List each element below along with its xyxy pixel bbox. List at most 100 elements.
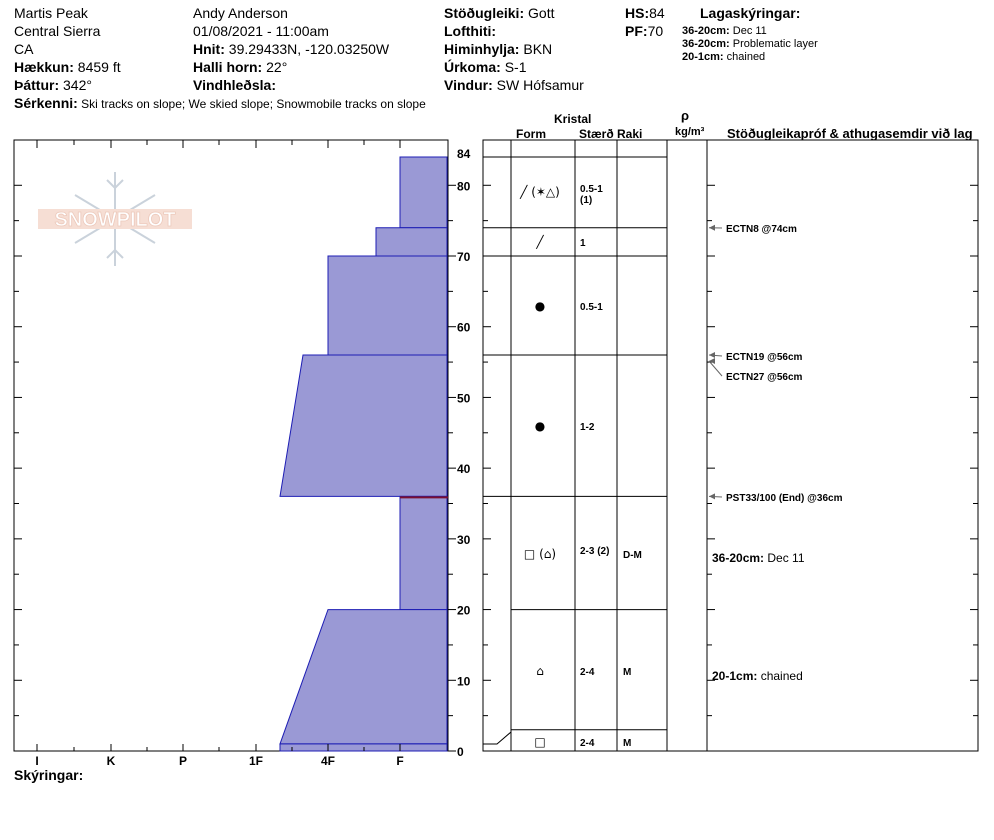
elevation-value: 8459 ft [77,59,121,75]
stability-test: ECTN8 @74cm [726,224,797,235]
crystal-header: Kristal [554,112,592,126]
moisture-header: Raki [617,127,643,141]
hardness-plot-frame [13,139,449,752]
depth-tick-label: 30 [457,533,471,547]
hardness-tick-label: I [35,754,38,768]
air-temp-row: Lofthiti: [444,22,496,40]
state-name: CA [14,41,34,57]
layer-comment: 20-1cm: chained [712,669,803,683]
grain-form-symbol: □ (⌂) [524,547,556,561]
features-value: Ski tracks on slope; We skied slope; Sno… [81,97,426,111]
grain-form-symbol: □ [534,735,545,749]
aspect-label: Þáttur: [14,77,60,93]
aspect-value: 342° [63,77,92,93]
grain-form-symbol: ╱ (✶△) [519,184,560,199]
depth-tick-label: 84 [457,147,471,161]
grain-size: 1-2 [580,422,595,433]
hardness-layer [399,156,448,229]
layer-note-item: 36-20cm: Problematic layer [682,38,818,50]
grain-size: 2-4 [580,738,595,749]
elevation-row: Hækkun: 8459 ft [14,58,121,76]
depth-tick-label: 70 [457,250,471,264]
grain-size: 1 [580,238,586,249]
tests-header: Stöðugleikapróf & athugasemdir við lag [727,126,973,141]
hardness-tick-label: K [107,754,116,768]
pf-label: PF: [625,23,648,39]
layer-comment: 36-20cm: Dec 11 [712,551,805,565]
hardness-tick-label: 4F [321,754,335,768]
stability-test: ECTN27 @56cm [726,372,803,383]
stability-value: Gott [528,5,555,21]
grain-size-secondary: (1) [580,195,592,206]
depth-tick-label: 80 [457,179,471,193]
hardness-layer [375,227,448,257]
layer-note-item: 36-20cm: Dec 11 [682,25,767,37]
layer-connector [483,731,512,745]
form-header: Form [516,127,546,141]
stability-test: ECTN19 @56cm [726,352,803,363]
test-arrow [708,360,723,377]
hardness-layer [399,495,448,611]
wind-label: Vindur: [444,77,493,93]
elevation-label: Hækkun: [14,59,74,75]
pf-row: PF:70 [625,22,663,40]
features-label: Sérkenni: [14,95,78,111]
grain-size: 2-4 [580,667,595,678]
depth-tick-label: 20 [457,604,471,618]
depth-tick-label: 0 [457,745,464,759]
hs-row: HS:84 [625,4,665,22]
hardness-layer [279,609,448,745]
slope-row: Halli horn: 22° [193,58,287,76]
hardness-layers [279,156,448,752]
logo-text: SNOWPILOT [54,209,175,231]
sky-label: Himinhylja: [444,41,520,57]
depth-tick-label: 50 [457,391,471,405]
moisture-value: D-M [623,550,642,561]
region-name: Central Sierra [14,23,101,39]
density-unit-header: kg/m³ [675,126,705,138]
pf-value: 70 [647,23,664,39]
grain-form-symbol: ● [535,419,545,433]
observer-name: Andy Anderson [193,5,288,21]
grain-form-symbol: ● [535,299,545,313]
depth-tick-label: 10 [457,674,471,688]
crystal-table-frame [482,139,979,752]
grain-size: 0.5-1 [580,184,603,195]
table-content: ╱ (✶△) 0.5-1(1)╱ 1● 0.5-1● 1-2□ (⌂) 2-3 (2) D-… [519,184,842,749]
hardness-tick-label: P [179,754,187,768]
aspect-row: Þáttur: 342° [14,76,92,94]
depth-tick-label: 40 [457,462,471,476]
rho-header: ρ [681,108,690,123]
moisture-value: M [623,738,631,749]
layer-note-item: 20-1cm: chained [682,51,766,63]
layer-notes-title: Lagaskýringar: [700,5,801,21]
hardness-layer [327,255,448,356]
axis-ticks: I K P 1F 4F F 0 10 20 30 40 50 60 70 80 84 [14,140,978,768]
depth-tick-label: 60 [457,321,471,335]
coords-label: Hnit: [193,41,225,57]
wind-value: SW Hófsamur [496,77,584,93]
moisture-value: M [623,667,631,678]
wind-row: Vindur: SW Hófsamur [444,76,584,94]
grain-size: 2-3 (2) [580,546,609,557]
test-arrowhead [709,224,715,231]
air-temp-label: Lofthiti: [444,23,497,39]
test-arrowhead [709,493,715,500]
snowpilot-logo: SNOWPILOT [38,172,192,266]
hardness-layer [279,354,448,497]
slope-label: Halli horn: [193,59,263,75]
sky-row: Himinhylja: BKN [444,40,552,58]
table-grid [483,140,708,752]
hardness-tick-label: F [396,754,403,768]
grain-form-symbol: ╱ [535,234,544,249]
location-name: Martis Peak [14,5,88,21]
wind-loading-label: Vindhleðsla: [193,77,276,93]
precip-row: Úrkoma: S-1 [444,58,526,76]
wind-loading-row: Vindhleðsla: [193,76,276,94]
hs-label: HS: [625,5,650,21]
precip-label: Úrkoma: [444,59,501,75]
coords-row: Hnit: 39.29433N, -120.03250W [193,40,389,58]
stability-test: PST33/100 (End) @36cm [726,493,843,504]
sky-value: BKN [523,41,553,57]
hardness-tick-label: 1F [249,754,263,768]
